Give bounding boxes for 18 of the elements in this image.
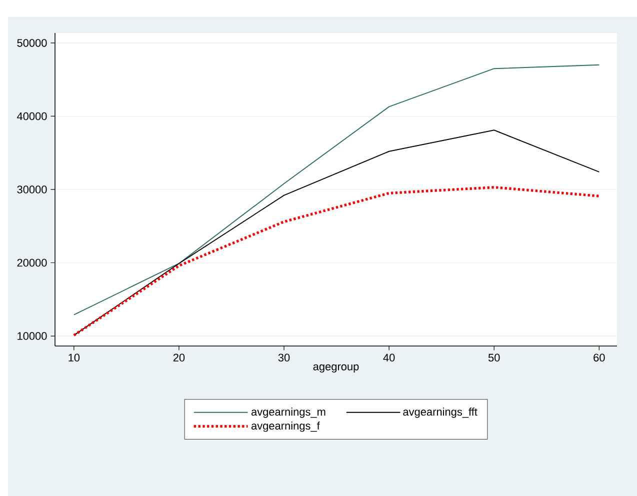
x-tick-label: 50 <box>488 354 500 362</box>
legend-label: avgearnings_m <box>251 408 326 418</box>
x-tick-label: 10 <box>68 354 80 362</box>
y-tick-label: 20000 <box>17 258 47 267</box>
y-tick-label: 10000 <box>18 332 47 340</box>
x-tick-label: 40 <box>383 354 395 362</box>
legend-label: avgearnings_fft <box>403 408 478 418</box>
y-tick-label: 40000 <box>17 112 47 120</box>
x-tick-label: 30 <box>278 354 290 362</box>
y-tick-label: 30000 <box>17 186 47 194</box>
line-series <box>73 64 600 316</box>
line-series <box>73 130 600 336</box>
y-tick-label: 50000 <box>17 39 47 47</box>
line-series <box>72 186 600 337</box>
x-axis-title: agegroup <box>313 364 359 373</box>
legend-label: avgearnings_f <box>251 422 320 432</box>
x-tick-label: 20 <box>173 354 185 362</box>
x-tick-label: 60 <box>594 354 605 362</box>
